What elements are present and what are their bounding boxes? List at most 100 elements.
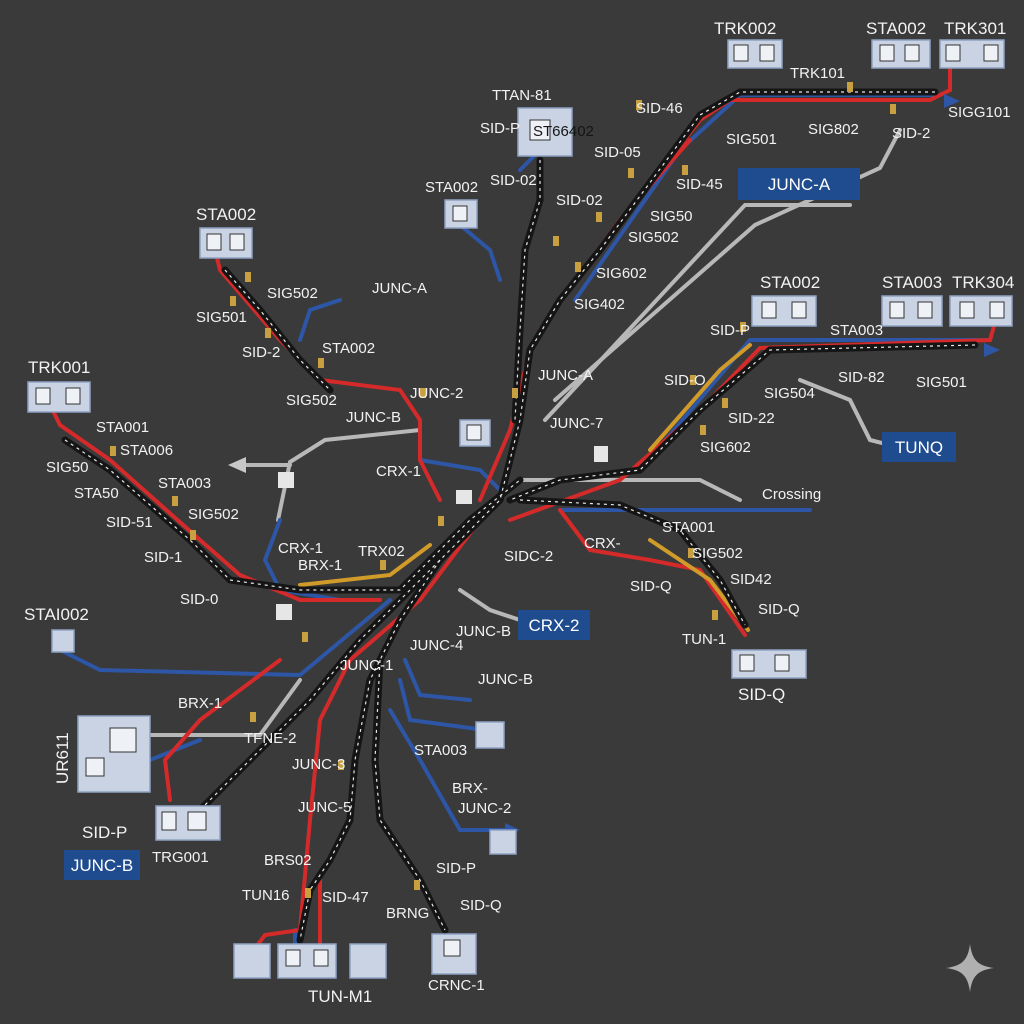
label-sid45: SID-45 [676,176,723,193]
signal-marker [890,104,896,114]
signal-marker [305,888,311,898]
label-sig501-r: SIG501 [916,374,967,391]
label-crx1-l: CRX-1 [278,540,323,557]
blue-track-junc2-b [388,708,512,832]
badge-tunq[interactable]: TUNQ [882,432,956,462]
label-sig501-left: SIG501 [196,309,247,326]
station-box-junc2-b[interactable] [489,829,517,855]
signal-marker [628,168,634,178]
signal-marker [380,560,386,570]
blue-track-junc-b [403,658,472,702]
label-trk001: TRK001 [28,358,90,377]
label-sig802: SIG802 [808,121,859,138]
badge-junc-b[interactable]: JUNC-B [64,850,140,880]
label-brx1-b: BRX-1 [178,695,222,712]
label-tun16: TUN16 [242,887,290,904]
label-junc2-b: JUNC-2 [458,800,511,817]
red-track-trk001 [43,393,382,602]
label-sid82: SID-82 [838,369,885,386]
label-trk301: TRK301 [944,19,1006,38]
station-box-mid[interactable] [459,419,491,447]
label-crossing: Crossing [762,486,821,503]
label-junc5: JUNC-5 [298,799,351,816]
signal-marker [690,375,696,385]
badge-crx-2[interactable]: CRX-2 [518,610,590,640]
station-box-sta002-mid[interactable] [444,199,478,229]
small-box [276,446,608,620]
station-box-trk001[interactable] [27,381,91,413]
label-sig502-l: SIG502 [188,506,239,523]
label-sid22: SID-22 [728,410,775,427]
label-sidq-r2: SID-Q [758,601,800,618]
label-sid-p: SID-P [480,120,520,137]
label-sid02a: SID-02 [490,172,537,189]
station-box-ur611[interactable] [77,715,151,793]
signal-marker [338,760,344,770]
station-boxes [27,39,1013,979]
station-box-sid-q[interactable] [731,649,807,679]
label-juncb-mid: JUNC-B [346,409,401,426]
station-box-sta003-r[interactable] [881,295,943,327]
station-box-trk301[interactable] [939,39,1005,69]
sparkle-icon [946,944,994,992]
label-sta002-mid: STA002 [425,179,478,196]
label-sta003-l: STA003 [158,475,211,492]
label-sta002-r: STA002 [760,273,820,292]
label-brs02: BRS02 [264,852,312,869]
red-track-crx [558,508,747,637]
label-tfne2: TFNE-2 [244,730,297,747]
station-box-sta002-top[interactable] [871,39,931,69]
label-sig602-r: SIG602 [700,439,751,456]
station-box-sta002-r[interactable] [751,295,817,327]
label-sta003-b: STA003 [414,742,467,759]
label-crnc1: CRNC-1 [428,977,485,994]
badge-crx-2-text: CRX-2 [528,616,579,635]
signal-marker [420,388,426,398]
signal-marker [438,516,444,526]
label-sidq-r3: SID-Q [738,685,785,704]
station-box-trk304[interactable] [949,295,1013,327]
station-box-trk002[interactable] [727,39,783,69]
label-junc7: JUNC-7 [550,415,603,432]
station-box-crnc1[interactable] [431,933,477,975]
station-box-tun-m1[interactable] [233,943,387,979]
signal-marker [265,328,271,338]
signal-marker [596,212,602,222]
label-sid02b: SID-02 [556,192,603,209]
signal-marker [688,548,694,558]
right-arrow-icon-sigg101 [944,94,960,108]
label-sig502-left: SIG502 [267,285,318,302]
label-sidc2: SIDC-2 [504,548,553,565]
yellow-track-brx [298,543,432,587]
label-sta002-left: STA002 [196,205,256,224]
signal-marker [712,610,718,620]
station-box-stai002[interactable] [51,629,75,653]
label-junca-mid: JUNC-A [538,367,593,384]
label-sid-o: SID-O [664,372,706,389]
signal-marker [230,296,236,306]
badge-junc-a[interactable]: JUNC-A [738,168,860,200]
label-sta006: STA006 [120,442,173,459]
station-box-sta002-left[interactable] [199,227,253,259]
label-brng: BRNG [386,905,429,922]
main-rails-sleepers [64,91,976,941]
label-tun1: TUN-1 [682,631,726,648]
label-junc2-mid: JUNC-2 [410,385,463,402]
right-arrow-icon-trk304 [984,343,1000,357]
red-track-bl [162,658,282,802]
rail-down-a [296,556,444,944]
signal-marker [245,272,251,282]
station-box-trg001[interactable] [155,805,221,841]
label-crx-r: CRX- [584,535,621,552]
blue-track-crx1-loop [418,458,502,492]
station-box-sta003-b[interactable] [475,721,505,749]
signal-marker [722,398,728,408]
label-trk101: TRK101 [790,65,845,82]
label-sig602: SIG602 [596,265,647,282]
label-junca-left: JUNC-A [372,280,427,297]
station-box-st66402[interactable] [517,107,573,157]
red-track-left-top [213,248,442,502]
label-st66402: ST66402 [533,123,594,140]
